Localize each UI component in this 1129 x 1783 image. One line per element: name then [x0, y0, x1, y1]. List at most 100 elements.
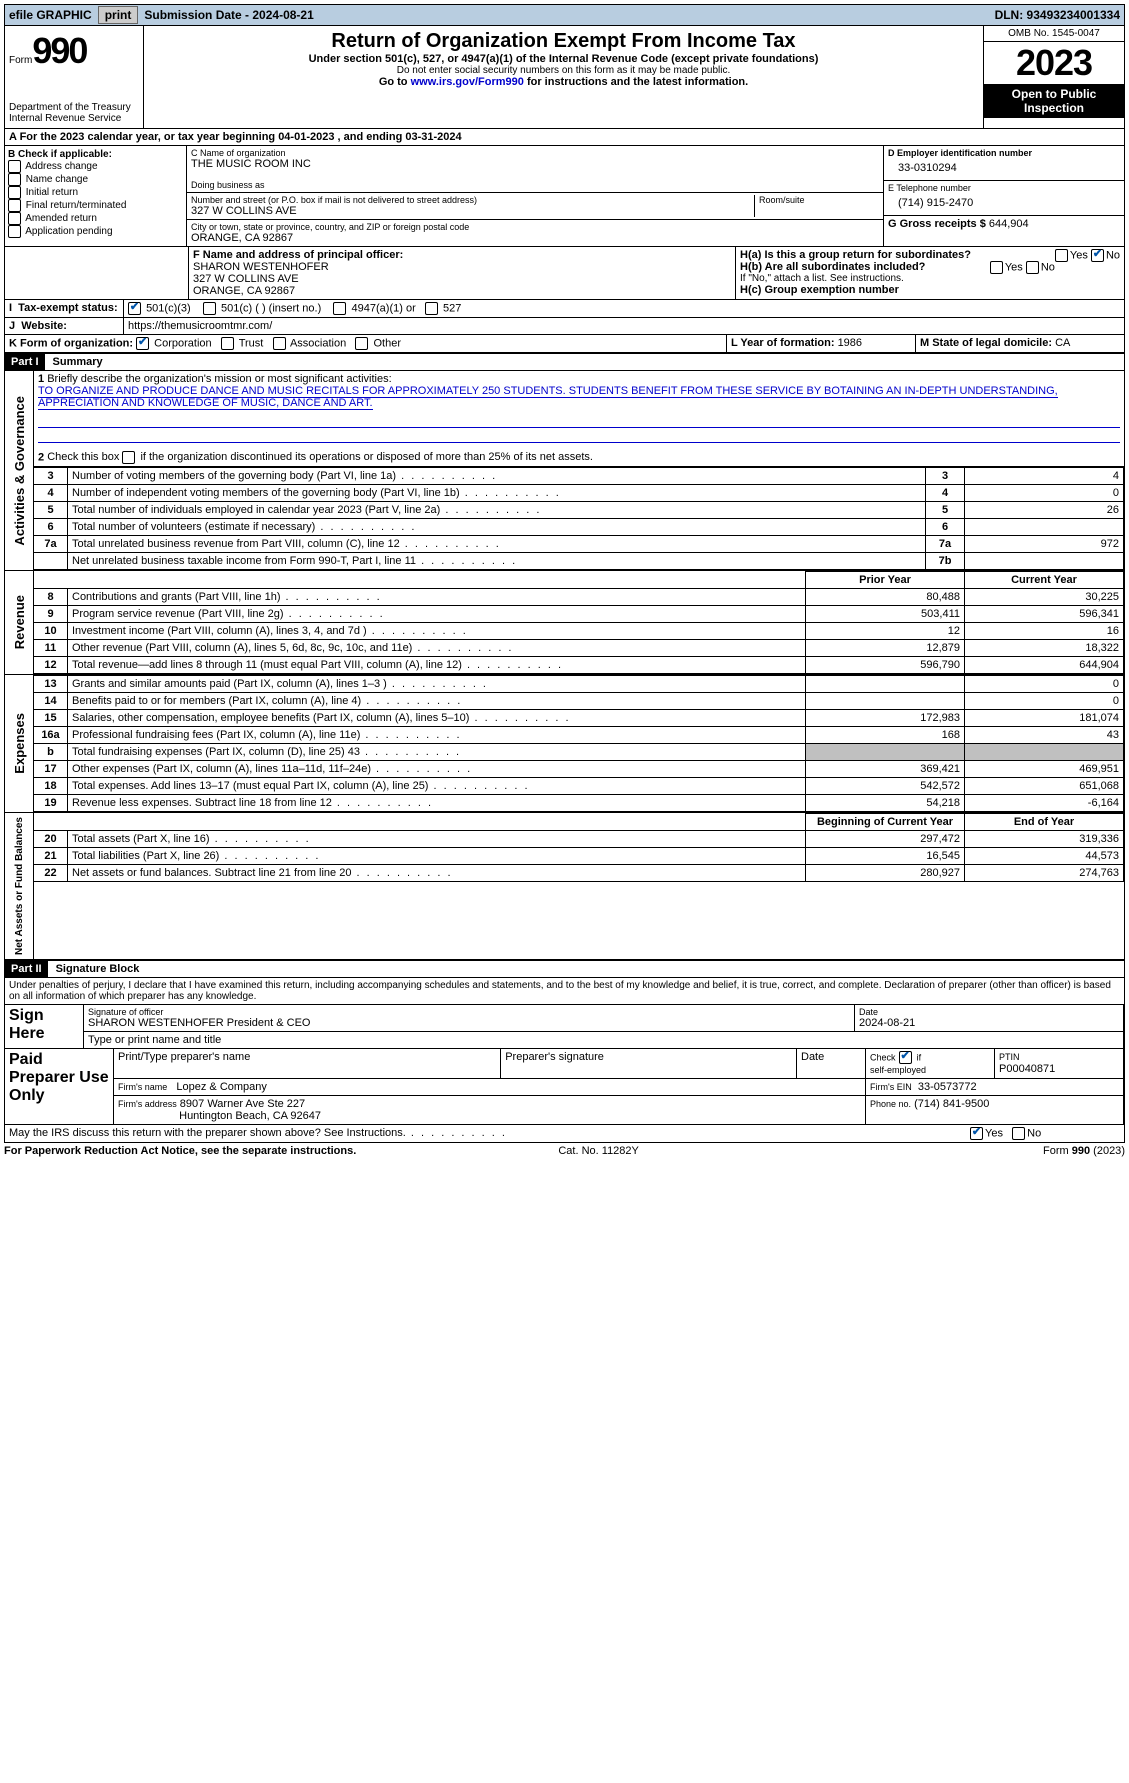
check-initial-return[interactable]: Initial return [8, 186, 183, 199]
form-label: Form [9, 55, 32, 66]
self-employed-cell: Check if self-employed [866, 1049, 995, 1079]
sig-officer-label: Signature of officer [88, 1007, 850, 1017]
table-row: 13 Grants and similar amounts paid (Part… [34, 676, 1124, 693]
section-netassets: Net Assets or Fund Balances [12, 813, 27, 959]
firm-addr2: Huntington Beach, CA 92647 [179, 1110, 321, 1122]
check-final-return[interactable]: Final return/terminated [8, 199, 183, 212]
table-row: 20 Total assets (Part X, line 16)297,472… [34, 831, 1124, 848]
expenses-section: Expenses 13 Grants and similar amounts p… [4, 675, 1125, 813]
irs-link[interactable]: www.irs.gov/Form990 [411, 76, 524, 88]
city-value: ORANGE, CA 92867 [191, 232, 879, 244]
check-501c[interactable] [203, 302, 216, 315]
check-name-change[interactable]: Name change [8, 173, 183, 186]
sign-here-block: Sign Here Signature of officer SHARON WE… [4, 1005, 1125, 1049]
table-row: 18 Total expenses. Add lines 13–17 (must… [34, 778, 1124, 795]
h-a-yes[interactable] [1055, 249, 1068, 262]
check-amended-return[interactable]: Amended return [8, 212, 183, 225]
box-b-heading: B Check if applicable: [8, 149, 183, 160]
officer-street: 327 W COLLINS AVE [193, 273, 299, 285]
check-self-employed[interactable] [899, 1051, 912, 1064]
org-name: THE MUSIC ROOM INC [191, 158, 879, 170]
box-deg: D Employer identification number 33-0310… [883, 146, 1124, 246]
submission-date: Submission Date - 2024-08-21 [140, 8, 317, 22]
irs: Internal Revenue Service [9, 113, 139, 124]
org-name-label: C Name of organization [191, 148, 879, 158]
check-discontinued[interactable] [122, 451, 135, 464]
table-row: 9 Program service revenue (Part VIII, li… [34, 606, 1124, 623]
form-number: 990 [32, 30, 86, 71]
firm-addr-label: Firm's address [118, 1099, 177, 1109]
tax-exempt-label: I Tax-exempt status: [5, 300, 124, 317]
section-revenue: Revenue [10, 591, 29, 653]
netassets-table: Beginning of Current Year End of Year 20… [34, 813, 1124, 882]
website-label: J Website: [5, 318, 124, 334]
governance-table: 3 Number of voting members of the govern… [34, 467, 1124, 570]
part-i-title: Summary [45, 356, 103, 368]
check-other[interactable] [355, 337, 368, 350]
h-a-no[interactable] [1091, 249, 1104, 262]
h-b-yes[interactable] [990, 261, 1003, 274]
ein-value: 33-0310294 [888, 158, 1120, 178]
sign-date-label: Date [859, 1007, 1119, 1017]
check-501c3[interactable] [128, 302, 141, 315]
part-ii-title: Signature Block [48, 963, 140, 975]
table-row: 11 Other revenue (Part VIII, column (A),… [34, 640, 1124, 657]
check-trust[interactable] [221, 337, 234, 350]
room-label: Room/suite [759, 195, 879, 205]
officer-label: F Name and address of principal officer: [193, 249, 403, 261]
table-row: 6 Total number of volunteers (estimate i… [34, 519, 1124, 536]
check-association[interactable] [273, 337, 286, 350]
table-row: 3 Number of voting members of the govern… [34, 468, 1124, 485]
check-application-pending[interactable]: Application pending [8, 225, 183, 238]
table-row: 16a Professional fundraising fees (Part … [34, 727, 1124, 744]
print-button[interactable]: print [98, 6, 139, 24]
discuss-no[interactable] [1012, 1127, 1025, 1140]
city-label: City or town, state or province, country… [191, 222, 879, 232]
revenue-section: Revenue Prior Year Current Year 8 Contri… [4, 571, 1125, 675]
check-4947[interactable] [333, 302, 346, 315]
firm-ein-value: 33-0573772 [918, 1081, 977, 1093]
period-text: A For the 2023 calendar year, or tax yea… [5, 129, 466, 145]
ssn-note: Do not enter social security numbers on … [148, 65, 979, 76]
paid-preparer-label: Paid Preparer Use Only [5, 1049, 114, 1124]
box-m: M State of legal domicile: CA [916, 335, 1124, 352]
dba-label: Doing business as [191, 180, 879, 190]
firm-phone-value: (714) 841-9500 [914, 1098, 989, 1110]
state-domicile: CA [1055, 337, 1070, 349]
col-prior: Prior Year [806, 572, 965, 589]
firm-name-label: Firm's name [118, 1082, 167, 1092]
officer-city: ORANGE, CA 92867 [193, 285, 295, 297]
box-h: H(a) Is this a group return for subordin… [736, 247, 1124, 299]
mission-text: TO ORGANIZE AND PRODUCE DANCE AND MUSIC … [38, 385, 1058, 410]
form-subtitle: Under section 501(c), 527, or 4947(a)(1)… [148, 53, 979, 65]
klm-row: K Form of organization: Corporation Trus… [4, 335, 1125, 353]
sign-date-value: 2024-08-21 [859, 1017, 1119, 1029]
table-row: 12 Total revenue—add lines 8 through 11 … [34, 657, 1124, 674]
table-row: 10 Investment income (Part VIII, column … [34, 623, 1124, 640]
table-row: 5 Total number of individuals employed i… [34, 502, 1124, 519]
check-corporation[interactable] [136, 337, 149, 350]
table-row: 21 Total liabilities (Part X, line 26)16… [34, 848, 1124, 865]
discuss-yes[interactable] [970, 1127, 983, 1140]
mission-label: Briefly describe the organization's miss… [47, 373, 391, 385]
year-formation: 1986 [838, 337, 862, 349]
table-row: 4 Number of independent voting members o… [34, 485, 1124, 502]
header-info-block: B Check if applicable: Address change Na… [4, 146, 1125, 247]
h-c-label: H(c) Group exemption number [740, 284, 899, 296]
section-governance: Activities & Governance [10, 392, 29, 550]
h-b-no[interactable] [1026, 261, 1039, 274]
period-row: A For the 2023 calendar year, or tax yea… [4, 129, 1125, 146]
ptin-label: PTIN [999, 1052, 1020, 1062]
box-b: B Check if applicable: Address change Na… [5, 146, 187, 246]
table-row: 15 Salaries, other compensation, employe… [34, 710, 1124, 727]
footer-left: For Paperwork Reduction Act Notice, see … [4, 1145, 356, 1157]
phone-label: E Telephone number [888, 183, 1120, 193]
check-527[interactable] [425, 302, 438, 315]
col-begin: Beginning of Current Year [806, 814, 965, 831]
officer-signature: SHARON WESTENHOFER President & CEO [88, 1017, 850, 1029]
check-address-change[interactable]: Address change [8, 160, 183, 173]
gross-receipts-value: 644,904 [989, 218, 1029, 230]
website-value: https://themusicroomtmr.com/ [124, 318, 1124, 334]
box-l: L Year of formation: 1986 [727, 335, 916, 352]
paid-preparer-block: Paid Preparer Use Only Print/Type prepar… [4, 1049, 1125, 1125]
